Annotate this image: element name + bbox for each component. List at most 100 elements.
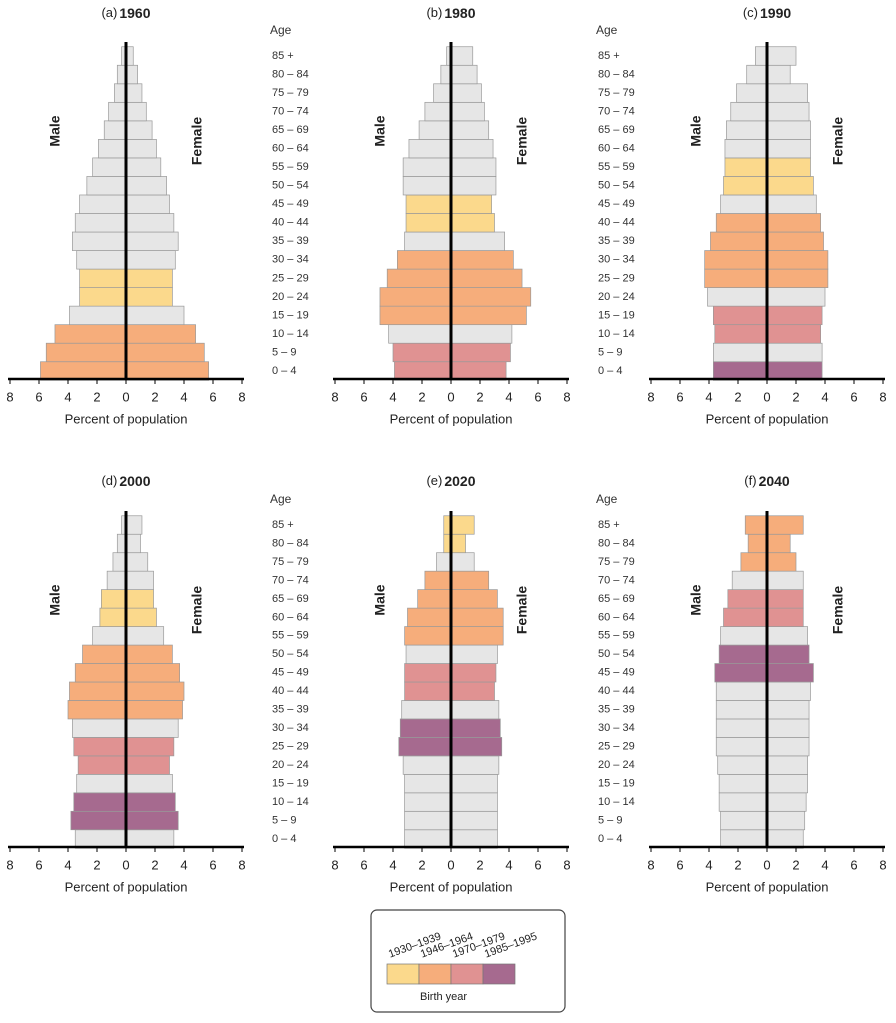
age-label: 70 – 74 <box>272 105 309 117</box>
age-label: 35 – 39 <box>272 704 309 716</box>
female-bar <box>766 792 807 812</box>
age-label: 75 – 79 <box>272 87 309 99</box>
x-tick-label: 6 <box>534 389 541 404</box>
x-tick-label: 2 <box>792 857 799 872</box>
male-bar <box>74 663 127 683</box>
male-bar <box>720 810 768 831</box>
x-tick-label: 6 <box>360 389 367 404</box>
male-bar <box>74 829 127 849</box>
age-label: 45 – 49 <box>272 667 309 679</box>
male-bar <box>45 342 127 363</box>
panel-title: (b) 1980 <box>426 5 475 21</box>
male-bar <box>755 46 768 66</box>
female-bar <box>125 755 170 775</box>
male-bar <box>746 64 768 85</box>
female-bar <box>450 157 497 177</box>
male-bar <box>76 774 127 794</box>
female-bar <box>766 176 814 196</box>
male-bar <box>69 305 127 326</box>
male-bar <box>404 626 452 646</box>
age-label: 40 – 44 <box>272 685 309 697</box>
male-bar <box>404 829 452 849</box>
x-tick-label: 8 <box>238 389 245 404</box>
male-bar <box>405 644 452 664</box>
female-bar <box>766 737 810 757</box>
female-bar <box>766 774 808 794</box>
x-tick-label: 6 <box>676 857 683 872</box>
x-axis-label: Percent of population <box>390 879 513 894</box>
male-bar <box>417 589 452 609</box>
age-label: 80 – 84 <box>598 537 635 549</box>
x-tick-label: 0 <box>447 389 454 404</box>
female-bar <box>766 120 811 140</box>
male-bar <box>712 305 768 326</box>
female-bar <box>450 626 504 646</box>
female-bar <box>125 607 157 627</box>
male-bar <box>103 120 127 140</box>
panel-year: 1980 <box>444 5 475 21</box>
male-bar <box>720 194 768 214</box>
male-bar <box>704 268 768 288</box>
age-label: 0 – 4 <box>598 833 622 845</box>
age-label: 40 – 44 <box>598 685 635 697</box>
male-bar <box>92 157 127 177</box>
female-bar <box>450 139 494 159</box>
panel-title: (e) 2020 <box>426 473 475 489</box>
male-bar <box>720 626 768 646</box>
age-label: 40 – 44 <box>598 217 635 229</box>
male-bar <box>404 231 452 251</box>
female-bar <box>766 83 808 103</box>
female-bar <box>766 607 804 627</box>
male-bar <box>100 589 127 609</box>
female-label: Female <box>830 117 846 165</box>
female-bar <box>766 101 810 122</box>
age-label: 35 – 39 <box>272 235 309 247</box>
male-bar <box>712 361 768 381</box>
female-bar <box>450 120 490 140</box>
female-bar <box>766 626 808 646</box>
age-label: 70 – 74 <box>598 105 635 117</box>
age-label: 65 – 69 <box>272 124 309 136</box>
female-label: Female <box>514 117 530 165</box>
male-bar <box>106 570 127 590</box>
male-bar <box>67 700 127 720</box>
male-bar <box>727 589 768 609</box>
female-bar <box>450 681 495 701</box>
male-bar <box>715 737 768 757</box>
female-bar <box>450 718 501 738</box>
panel-year: 2000 <box>119 473 150 489</box>
female-bar <box>125 361 210 381</box>
age-label: 20 – 24 <box>272 759 309 771</box>
age-label: 15 – 19 <box>598 777 635 789</box>
panel-title: (d) 2000 <box>101 473 150 489</box>
x-tick-label: 2 <box>476 857 483 872</box>
age-label: 80 – 84 <box>272 537 309 549</box>
age-label: 10 – 14 <box>598 796 635 808</box>
female-bar <box>450 342 511 363</box>
male-bar <box>79 287 127 307</box>
male-label: Male <box>372 584 388 615</box>
female-bar <box>766 755 808 775</box>
male-bar <box>379 287 452 307</box>
female-bar <box>125 231 179 251</box>
female-bar <box>450 700 500 720</box>
age-label: 80 – 84 <box>598 68 635 80</box>
male-bar <box>712 342 768 363</box>
panel-label: (b) <box>426 5 442 20</box>
x-tick-label: 6 <box>850 389 857 404</box>
age-label: 85 + <box>272 519 294 531</box>
x-tick-label: 0 <box>763 857 770 872</box>
male-bar <box>386 268 452 288</box>
male-bar <box>92 626 127 646</box>
x-tick-label: 4 <box>64 857 71 872</box>
male-bar <box>392 342 452 363</box>
male-bar <box>440 64 452 85</box>
age-title: Age <box>270 492 292 506</box>
male-bar <box>388 324 452 344</box>
age-label: 80 – 84 <box>272 68 309 80</box>
x-tick-label: 2 <box>418 857 425 872</box>
female-bar <box>450 194 492 214</box>
female-bar <box>766 139 811 159</box>
female-bar <box>125 737 175 757</box>
panel-year: 1960 <box>119 5 150 21</box>
